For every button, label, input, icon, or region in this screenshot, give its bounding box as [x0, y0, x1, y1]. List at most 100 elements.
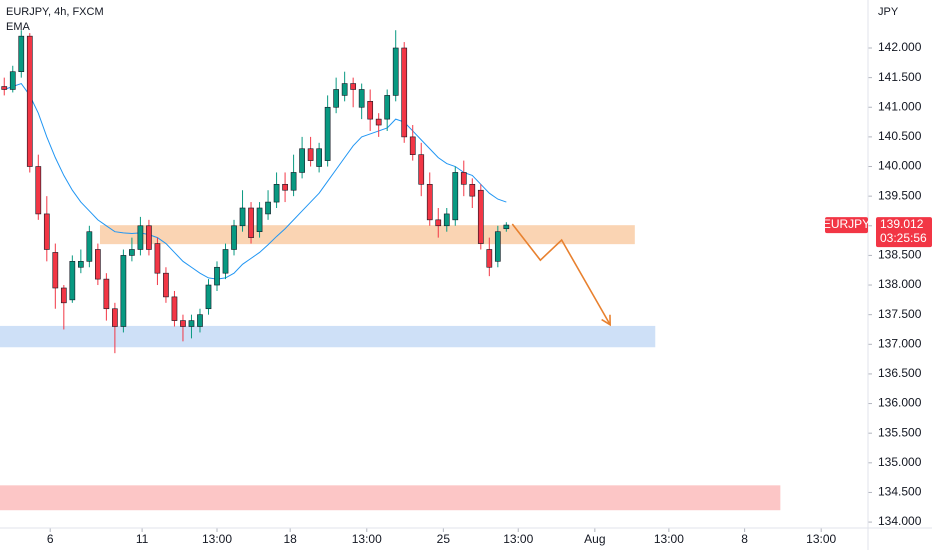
candle-body — [392, 47, 399, 96]
candle-body — [1, 86, 8, 90]
candle-body — [214, 266, 220, 286]
countdown-label: 03:25:56 — [880, 231, 927, 245]
candle-body — [52, 252, 59, 289]
candle-body — [9, 71, 16, 90]
candle-body — [112, 308, 118, 327]
candle-body — [375, 118, 382, 126]
x-tick-label: 6 — [47, 532, 54, 546]
candle-body — [231, 225, 237, 250]
candle-body — [265, 201, 271, 215]
candle-body — [367, 101, 374, 120]
candle-body — [154, 243, 161, 274]
candle-body — [435, 219, 442, 227]
y-tick-label: 141.000 — [878, 99, 922, 113]
x-tick-label: Aug — [584, 532, 605, 546]
indicator-label: EMA — [6, 21, 31, 33]
candle-body — [426, 183, 433, 221]
candle-body — [95, 249, 101, 280]
zone — [0, 485, 781, 511]
x-tick-label: 11 — [136, 532, 149, 546]
candle-body — [77, 261, 84, 268]
candle-body — [486, 249, 493, 268]
candle-body — [409, 136, 416, 155]
x-tick-label: 25 — [437, 532, 451, 546]
symbol-tag-label: EURJPY — [823, 217, 870, 231]
candle-body — [452, 172, 459, 221]
y-tick-label: 137.000 — [878, 336, 922, 350]
candle-body — [26, 35, 33, 167]
candle-body — [290, 172, 297, 191]
candle-body — [358, 89, 365, 108]
candle-body — [60, 287, 67, 304]
candle-body — [350, 83, 357, 90]
candle-body — [494, 231, 501, 262]
y-tick-label: 139.500 — [878, 188, 922, 202]
candle-body — [69, 261, 76, 301]
zone — [0, 325, 656, 348]
y-tick-label: 134.000 — [878, 514, 922, 528]
candle-body — [188, 320, 195, 327]
candle-body — [120, 255, 127, 327]
x-tick-label: 13:00 — [503, 532, 533, 546]
candle-body — [477, 189, 484, 244]
candle-body — [282, 183, 288, 191]
zone — [99, 225, 635, 245]
candle-body — [443, 213, 450, 227]
y-tick-label: 135.000 — [878, 455, 922, 469]
y-tick-label: 138.500 — [878, 248, 922, 262]
candle-body — [171, 296, 178, 321]
projection-arrowhead — [601, 314, 611, 327]
candle-body — [503, 224, 510, 230]
candle-body — [248, 207, 254, 238]
candle-body — [180, 320, 186, 327]
candle-body — [256, 207, 263, 233]
price-tag-label: 139.012 — [880, 217, 924, 231]
candle-body — [316, 148, 322, 167]
candle-body — [137, 225, 144, 250]
candle-body — [35, 166, 42, 215]
candle-body — [205, 284, 212, 310]
y-tick-label: 140.000 — [878, 159, 922, 173]
y-tick-label: 140.500 — [878, 129, 922, 143]
candle-body — [103, 278, 110, 310]
ema-line — [4, 82, 507, 280]
chart-title: EURJPY, 4h, FXCM — [6, 6, 104, 18]
candle-body — [418, 154, 425, 185]
y-tick-label: 134.500 — [878, 485, 922, 499]
y-tick-label: 135.500 — [878, 425, 922, 439]
candle-body — [197, 314, 203, 327]
candle-body — [86, 231, 93, 262]
y-axis-label: JPY — [878, 6, 899, 18]
y-tick-label: 141.500 — [878, 70, 922, 84]
x-tick-label: 13:00 — [352, 532, 382, 546]
y-tick-label: 138.000 — [878, 277, 922, 291]
candle-body — [239, 207, 246, 227]
candle-body — [324, 106, 331, 161]
candle-body — [384, 95, 391, 120]
candle-body — [469, 183, 476, 197]
candle-body — [299, 148, 305, 173]
price-tag — [876, 217, 932, 248]
candle-body — [341, 83, 348, 96]
candle-body — [222, 249, 229, 274]
candle-body — [460, 172, 467, 185]
x-tick-label: 13:00 — [654, 532, 684, 546]
candle-body — [146, 225, 152, 250]
candle-body — [18, 35, 25, 73]
x-tick-label: 18 — [284, 532, 298, 546]
projection-path — [511, 223, 611, 326]
candle-body — [333, 89, 339, 108]
y-tick-label: 136.500 — [878, 366, 922, 380]
candle-body — [129, 249, 135, 256]
y-tick-label: 137.500 — [878, 307, 922, 321]
candle-body — [163, 272, 169, 298]
x-tick-label: 8 — [741, 532, 748, 546]
candle-body — [401, 47, 408, 138]
candle-body — [307, 148, 314, 161]
x-tick-label: 13:00 — [202, 532, 232, 546]
candle-body — [273, 183, 280, 203]
y-tick-label: 142.000 — [878, 40, 922, 54]
x-tick-label: 13:00 — [806, 532, 836, 546]
